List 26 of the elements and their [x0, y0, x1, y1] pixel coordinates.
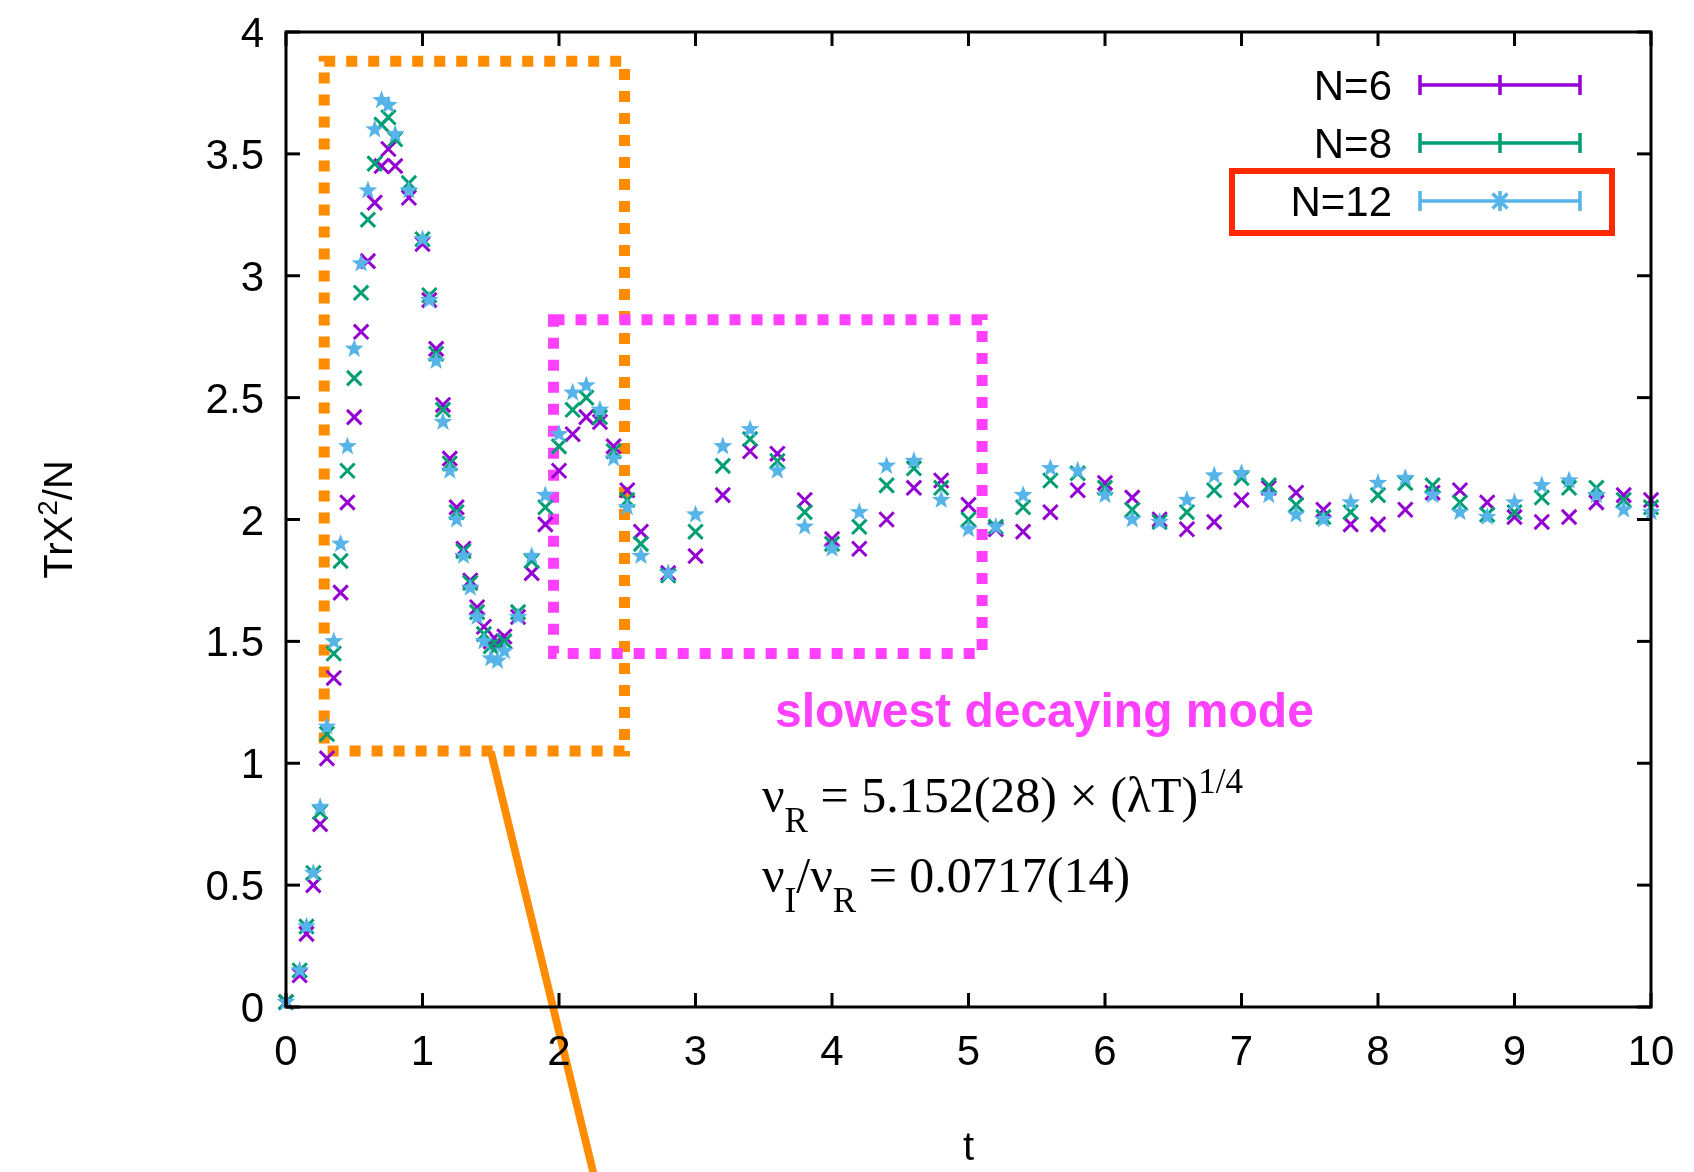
x-tick-label: 6 [1093, 1027, 1117, 1074]
x-tick-label: 8 [1366, 1027, 1390, 1074]
x-tick-label: 0 [274, 1027, 298, 1074]
annotation: slowest decaying mode [775, 684, 1314, 737]
x-tick-label: 9 [1502, 1027, 1527, 1074]
annotation: ν$_{I}$/ν$_{R}$ = 0.0717(14) [762, 847, 1131, 920]
y-tick-label: 3 [240, 252, 264, 300]
y-tick-label: 2 [240, 496, 264, 544]
legend-label: N=12 [1290, 178, 1392, 225]
y-tick-label: 3.5 [205, 130, 264, 178]
y-tick-label: 1 [240, 740, 264, 788]
y-tick-label: 0.5 [205, 862, 264, 910]
legend-label: N=6 [1313, 62, 1392, 109]
y-tick-label: 1.5 [205, 618, 264, 666]
annotation: ν$_{R}$ = 5.152(28) × (λT)$^{1/4}$ [762, 761, 1243, 840]
x-tick-label: 3 [683, 1027, 708, 1074]
y-tick-label: 0 [240, 984, 264, 1031]
legend-label: N=8 [1313, 120, 1392, 167]
x-tick-label: 5 [956, 1027, 981, 1074]
x-tick-label: 1 [410, 1027, 435, 1074]
y-tick-label: 2.5 [205, 374, 264, 422]
x-tick-label: 10 [1627, 1027, 1675, 1074]
x-tick-label: 7 [1229, 1027, 1254, 1074]
x-tick-label: 4 [820, 1027, 844, 1074]
y-tick-label: 4 [240, 9, 264, 56]
x-axis-title: t [962, 1124, 975, 1168]
